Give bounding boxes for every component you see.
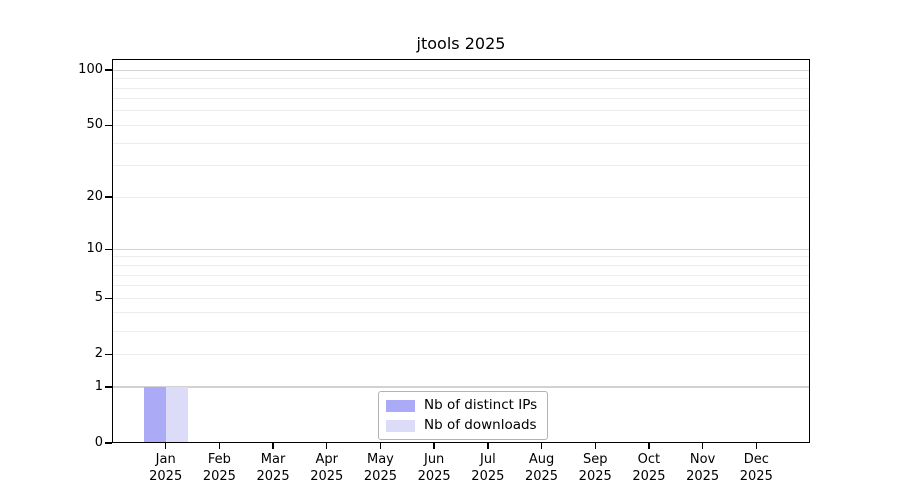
x-tick-month: Dec: [743, 452, 769, 467]
plot-area: [112, 59, 810, 443]
legend-label-downloads: Nb of downloads: [424, 417, 537, 433]
gridline-major: [112, 248, 810, 250]
gridline-minor: [112, 285, 810, 287]
gridline-minor: [112, 142, 810, 144]
y-tick-label: 2: [94, 346, 103, 362]
x-tick-year: 2025: [149, 468, 183, 484]
x-tick-month: May: [367, 452, 394, 467]
legend-label-distinct-ips: Nb of distinct IPs: [424, 397, 538, 413]
y-tick-label: 0: [94, 435, 103, 450]
x-tick-label: Dec 2025: [726, 452, 786, 485]
x-tick-mark: [433, 443, 435, 449]
y-tick-mark: [105, 69, 112, 71]
x-tick-label: Oct 2025: [619, 452, 679, 485]
legend-swatch-downloads-icon: [386, 419, 415, 432]
x-tick-mark: [218, 443, 221, 449]
gridline-minor: [112, 330, 810, 332]
x-tick-label: Jul 2025: [458, 452, 518, 485]
bar-downloads-jan: [165, 387, 188, 443]
x-tick-mark: [379, 443, 382, 449]
chart-title: jtools 2025: [416, 34, 506, 53]
x-tick-month: Jul: [480, 452, 496, 467]
x-tick-label: Jan 2025: [136, 452, 196, 485]
x-tick-mark: [701, 443, 704, 449]
gridline-minor: [112, 196, 810, 198]
y-tick-label: 100: [78, 62, 103, 78]
y-tick-mark: [105, 124, 112, 127]
x-tick-month: Mar: [260, 452, 286, 467]
x-tick-year: 2025: [632, 468, 666, 484]
gridline-minor: [112, 165, 810, 167]
y-tick-mark: [105, 442, 112, 444]
x-tick-mark: [272, 443, 274, 449]
bar-distinct-ips-jan: [143, 387, 166, 443]
x-tick-month: Nov: [689, 452, 716, 467]
x-tick-year: 2025: [202, 468, 236, 484]
gridline-minor: [112, 87, 810, 89]
x-tick-mark: [594, 443, 596, 449]
x-tick-label: Mar 2025: [243, 452, 303, 485]
x-tick-year: 2025: [310, 468, 344, 484]
x-tick-mark: [648, 443, 650, 449]
x-tick-month: Apr: [315, 452, 339, 467]
gridline-minor: [112, 312, 810, 314]
gridline-major: [112, 69, 810, 71]
gridline-minor: [112, 274, 810, 276]
x-tick-year: 2025: [417, 468, 451, 484]
legend: Nb of distinct IPs Nb of downloads: [378, 391, 548, 440]
x-tick-year: 2025: [256, 468, 290, 484]
y-tick-label: 10: [86, 241, 103, 257]
x-tick-year: 2025: [739, 468, 773, 484]
x-tick-year: 2025: [686, 468, 720, 484]
x-tick-year: 2025: [471, 468, 505, 484]
x-tick-month: Jun: [423, 452, 445, 467]
gridline-minor: [112, 124, 810, 126]
gridline-minor: [112, 78, 810, 80]
x-tick-month: Feb: [207, 452, 231, 467]
x-tick-month: Sep: [582, 452, 608, 467]
y-tick-label: 1: [94, 379, 103, 394]
legend-swatch-distinct-ips-icon: [386, 399, 415, 412]
gridline-minor: [112, 353, 810, 355]
x-tick-year: 2025: [578, 468, 612, 484]
x-tick-month: Aug: [528, 452, 555, 467]
y-tick-mark: [105, 248, 112, 250]
y-tick-mark: [105, 353, 112, 355]
x-tick-month: Jan: [155, 452, 176, 467]
plot-border: [112, 59, 810, 443]
x-tick-label: Sep 2025: [565, 452, 625, 485]
x-tick-month: Oct: [637, 452, 661, 467]
x-tick-label: Feb 2025: [189, 452, 249, 485]
x-tick-year: 2025: [363, 468, 397, 484]
x-tick-mark: [540, 443, 543, 449]
x-tick-mark: [326, 443, 328, 449]
x-tick-label: Jun 2025: [404, 452, 464, 485]
x-tick-mark: [755, 443, 757, 449]
y-tick-mark: [105, 196, 112, 198]
x-tick-mark: [487, 443, 489, 449]
gridline-minor: [112, 297, 810, 299]
legend-item-distinct-ips: Nb of distinct IPs: [386, 397, 541, 413]
gridline-major: [112, 386, 810, 388]
x-tick-label: Nov 2025: [673, 452, 733, 485]
y-tick-label: 50: [86, 117, 103, 133]
gridline-minor: [112, 265, 810, 266]
x-tick-label: May 2025: [350, 452, 410, 485]
legend-item-downloads: Nb of downloads: [386, 417, 541, 433]
y-tick-label: 5: [94, 290, 103, 306]
gridline-minor: [112, 98, 810, 100]
gridline-minor: [112, 256, 810, 258]
x-tick-year: 2025: [524, 468, 559, 484]
y-tick-mark: [105, 386, 112, 388]
y-tick-mark: [105, 297, 112, 299]
x-tick-mark: [164, 443, 167, 449]
x-tick-label: Apr 2025: [297, 452, 357, 485]
gridline-minor: [112, 110, 810, 112]
y-tick-label: 20: [86, 189, 103, 205]
x-tick-label: Aug 2025: [512, 452, 572, 485]
